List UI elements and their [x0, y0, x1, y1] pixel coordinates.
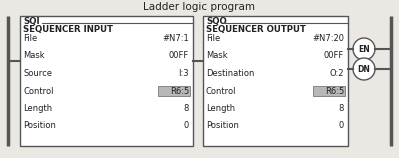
FancyBboxPatch shape	[158, 85, 190, 95]
Text: EN: EN	[358, 45, 370, 54]
Text: Position: Position	[206, 122, 239, 131]
Text: R6:5: R6:5	[170, 86, 189, 95]
Text: Source: Source	[23, 69, 52, 78]
Text: Control: Control	[23, 86, 53, 95]
Text: I:3: I:3	[178, 69, 189, 78]
Text: Length: Length	[206, 104, 235, 113]
Text: 0: 0	[184, 122, 189, 131]
Text: Control: Control	[206, 86, 237, 95]
Text: #N7:20: #N7:20	[312, 34, 344, 43]
Text: Mask: Mask	[206, 52, 227, 61]
Text: DN: DN	[358, 64, 370, 73]
Text: SEQUENCER OUTPUT: SEQUENCER OUTPUT	[206, 25, 306, 34]
Text: SQI: SQI	[23, 17, 40, 26]
Text: SEQUENCER INPUT: SEQUENCER INPUT	[23, 25, 113, 34]
Text: SQO: SQO	[206, 17, 227, 26]
Text: 00FF: 00FF	[324, 52, 344, 61]
Circle shape	[353, 38, 375, 60]
Text: Ladder logic program: Ladder logic program	[143, 2, 255, 12]
FancyBboxPatch shape	[20, 16, 193, 146]
Text: Destination: Destination	[206, 69, 255, 78]
FancyBboxPatch shape	[203, 16, 348, 146]
Text: 8: 8	[339, 104, 344, 113]
Text: 00FF: 00FF	[169, 52, 189, 61]
Text: Mask: Mask	[23, 52, 45, 61]
Text: #N7:1: #N7:1	[162, 34, 189, 43]
Text: File: File	[206, 34, 220, 43]
Circle shape	[353, 58, 375, 80]
Text: 0: 0	[339, 122, 344, 131]
Text: R6:5: R6:5	[325, 86, 344, 95]
FancyBboxPatch shape	[313, 85, 345, 95]
Text: Position: Position	[23, 122, 56, 131]
Text: File: File	[23, 34, 37, 43]
Text: Length: Length	[23, 104, 52, 113]
Text: O:2: O:2	[330, 69, 344, 78]
Text: 8: 8	[184, 104, 189, 113]
